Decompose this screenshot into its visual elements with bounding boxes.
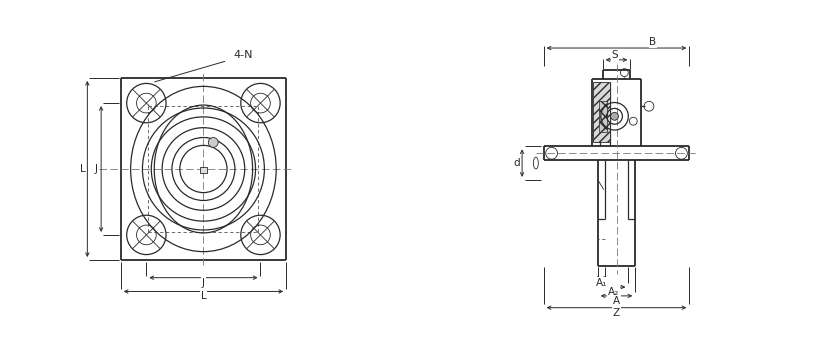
- Text: S: S: [612, 50, 619, 60]
- Circle shape: [208, 138, 218, 147]
- Bar: [200, 167, 207, 173]
- Text: A₁: A₁: [596, 278, 607, 288]
- Text: A₂: A₂: [607, 287, 619, 297]
- Text: L: L: [80, 164, 86, 174]
- Text: J: J: [202, 277, 205, 288]
- Bar: [599, 100, 606, 132]
- Text: d: d: [513, 158, 520, 168]
- Text: 4-N: 4-N: [233, 50, 252, 60]
- Text: L: L: [201, 291, 206, 301]
- Text: A: A: [613, 296, 620, 306]
- Bar: [593, 82, 610, 142]
- Circle shape: [610, 112, 619, 120]
- Text: Z: Z: [613, 308, 620, 318]
- Text: J: J: [95, 164, 98, 174]
- Text: B: B: [650, 37, 656, 47]
